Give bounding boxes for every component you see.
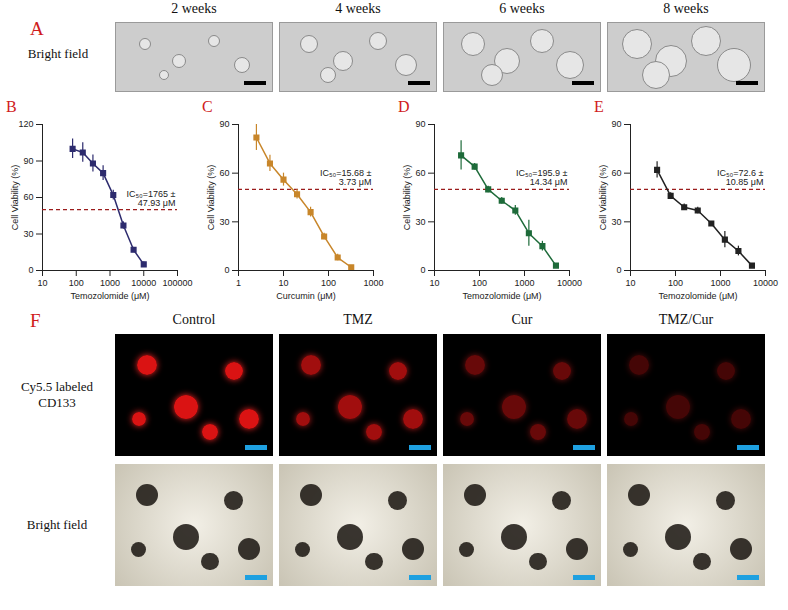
- html-text:TMZ: TMZ: [343, 312, 373, 327]
- svg-text:30: 30: [219, 217, 229, 227]
- svg-text:10: 10: [625, 278, 635, 288]
- svg-text:60: 60: [219, 168, 229, 178]
- svg-text:0: 0: [420, 265, 425, 275]
- svg-text:60: 60: [611, 168, 621, 178]
- svg-text:Curcumin (μM): Curcumin (μM): [276, 291, 336, 301]
- svg-text:10000: 10000: [131, 278, 156, 288]
- svg-text:100: 100: [321, 278, 336, 288]
- svg-text:0: 0: [224, 265, 229, 275]
- html-text:Cur: Cur: [511, 312, 533, 327]
- html-text:B: B: [6, 98, 17, 115]
- svg-text:0: 0: [28, 265, 33, 275]
- svg-text:10: 10: [278, 278, 288, 288]
- svg-text:Cell Viability (%): Cell Viability (%): [10, 165, 20, 230]
- html-text:Bright field: Bright field: [27, 46, 89, 61]
- html-text:4 weeks: 4 weeks: [335, 1, 381, 16]
- html-text:TMZ/Cur: TMZ/Cur: [658, 312, 714, 327]
- svg-text:100000: 100000: [162, 278, 192, 288]
- svg-text:Cell Viability (%): Cell Viability (%): [206, 165, 216, 230]
- svg-text:Cell Viability (%): Cell Viability (%): [402, 165, 412, 230]
- svg-text:IC₅₀=72.6 ±10.85 μM: IC₅₀=72.6 ±10.85 μM: [717, 168, 764, 187]
- svg-text:100: 100: [472, 278, 487, 288]
- svg-text:10: 10: [429, 278, 439, 288]
- svg-text:30: 30: [23, 229, 33, 239]
- svg-text:IC₅₀=15.68 ±3.73 μM: IC₅₀=15.68 ±3.73 μM: [320, 168, 372, 187]
- html-text:A: A: [30, 18, 44, 39]
- html-text:Bright field: Bright field: [26, 517, 88, 532]
- svg-text:30: 30: [611, 217, 621, 227]
- svg-text:1000: 1000: [100, 278, 120, 288]
- svg-text:90: 90: [611, 119, 621, 129]
- html-text:Control: Control: [172, 312, 216, 327]
- svg-text:IC₅₀=195.9 ±14.34 μM: IC₅₀=195.9 ±14.34 μM: [516, 168, 568, 187]
- html-text:F: F: [30, 310, 41, 331]
- svg-text:60: 60: [415, 168, 425, 178]
- html-text:Cy5.5 labeled CD133: Cy5.5 labeled CD133: [20, 379, 94, 410]
- svg-text:Temozolomide (μM): Temozolomide (μM): [70, 291, 149, 301]
- html-text:8 weeks: 8 weeks: [663, 1, 709, 16]
- svg-text:Temozolomide (μM): Temozolomide (μM): [658, 291, 737, 301]
- svg-text:10000: 10000: [753, 278, 778, 288]
- svg-text:120: 120: [18, 119, 33, 129]
- svg-text:1000: 1000: [514, 278, 534, 288]
- svg-text:1000: 1000: [710, 278, 730, 288]
- svg-text:60: 60: [23, 192, 33, 202]
- svg-text:Temozolomide (μM): Temozolomide (μM): [462, 291, 541, 301]
- svg-text:1: 1: [236, 278, 241, 288]
- svg-text:100: 100: [69, 278, 84, 288]
- html-text:D: D: [398, 98, 410, 115]
- svg-text:30: 30: [415, 217, 425, 227]
- svg-text:90: 90: [415, 119, 425, 129]
- svg-text:10: 10: [37, 278, 47, 288]
- html-text:6 weeks: 6 weeks: [499, 1, 545, 16]
- svg-text:10000: 10000: [557, 278, 582, 288]
- html-text:2 weeks: 2 weeks: [171, 1, 217, 16]
- html-text:C: C: [202, 98, 213, 115]
- svg-text:100: 100: [668, 278, 683, 288]
- html-text:E: E: [594, 98, 604, 115]
- svg-text:90: 90: [23, 156, 33, 166]
- svg-text:Cell Viability (%): Cell Viability (%): [598, 165, 608, 230]
- svg-text:90: 90: [219, 119, 229, 129]
- svg-text:IC₅₀=1765 ±47.93 μM: IC₅₀=1765 ±47.93 μM: [126, 189, 175, 208]
- svg-text:0: 0: [616, 265, 621, 275]
- svg-text:1000: 1000: [363, 278, 383, 288]
